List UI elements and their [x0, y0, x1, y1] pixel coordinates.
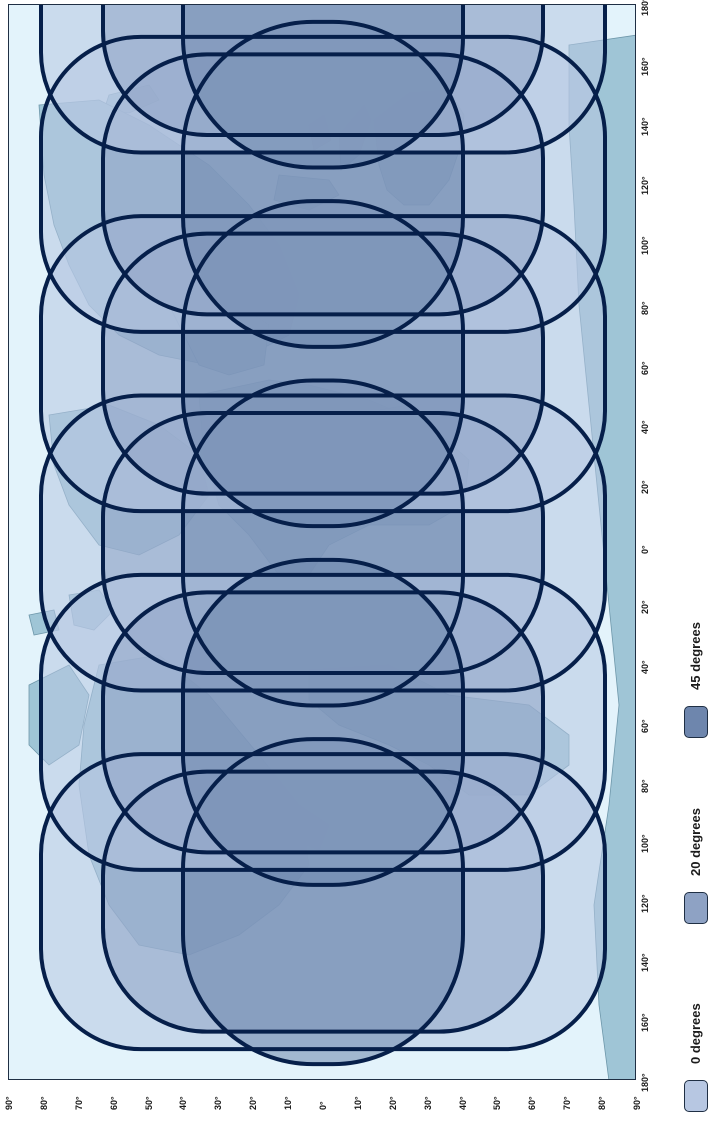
- latitude-tick-label: 70°: [562, 1096, 573, 1110]
- longitude-tick-label: 160°: [640, 57, 650, 76]
- zone-45-degrees-outline-sat-1: [181, 199, 465, 529]
- zone-45-degrees-outline-sat-5: [181, 557, 465, 887]
- longitude-tick-label: 80°: [640, 779, 650, 794]
- longitude-tick-label: 120°: [640, 894, 650, 913]
- longitude-tick-label: 80°: [640, 301, 650, 315]
- zone-0-degrees-outline-sat-5: [39, 572, 607, 872]
- latitude-tick-label: 10°: [283, 1096, 294, 1110]
- zone-20-degrees-outline-sat-0: [101, 411, 545, 675]
- zone-45-degrees-sat-3: [183, 5, 463, 168]
- zone-20-degrees-outline-sat-1: [101, 231, 545, 496]
- longitude-tick-label: 40°: [640, 659, 650, 674]
- longitude-tick-label: 140°: [640, 953, 650, 973]
- longitude-tick-label: 100°: [640, 236, 650, 256]
- zone-20-degrees-outline-sat-2: [101, 52, 545, 317]
- zone-20-degrees-outline-sat-5: [101, 590, 545, 855]
- longitude-tick-label: 180°: [640, 0, 650, 16]
- longitude-tick-label: 180°: [640, 1073, 650, 1092]
- latitude-tick-label: 60°: [108, 1096, 119, 1110]
- longitude-tick-label: 0°: [640, 545, 650, 554]
- legend-label: 20 degrees: [688, 808, 703, 876]
- zone-45-degrees-outline-sat-0: [181, 378, 465, 708]
- latitude-tick-label: 30°: [213, 1096, 224, 1110]
- longitude-tick-label: 120°: [640, 176, 650, 196]
- longitude-tick-label: 40°: [640, 420, 650, 435]
- legend-swatch: [684, 892, 708, 924]
- coverage-outlines-layer: [39, 5, 607, 1067]
- latitude-tick-label: 50°: [143, 1096, 154, 1110]
- longitude-tick-label: 140°: [640, 116, 650, 136]
- zone-20-degrees-outline-sat-4: [101, 769, 545, 1034]
- latitude-tick-label: 40°: [178, 1096, 189, 1110]
- longitude-tick-label: 60°: [640, 719, 650, 734]
- longitude-tick-label: 100°: [640, 834, 650, 853]
- zone-0-degrees-outline-sat-2: [39, 34, 607, 334]
- zone-45-degrees-outline-sat-3: [181, 5, 465, 170]
- latitude-tick-label: 60°: [527, 1096, 538, 1110]
- latitude-tick-label: 50°: [492, 1096, 503, 1110]
- zone-45-degrees-sat-5: [183, 559, 463, 885]
- latitude-tick-label: 20°: [387, 1096, 398, 1110]
- latitude-tick-label: 90°: [4, 1096, 14, 1110]
- zone-20-degrees-outline-sat-3: [101, 5, 545, 137]
- latitude-tick-label: 70°: [73, 1096, 84, 1110]
- latitude-tick-label: 20°: [248, 1096, 259, 1110]
- latitude-tick-label: 80°: [597, 1096, 608, 1110]
- zone-45-degrees-outline-sat-4: [181, 737, 465, 1067]
- zone-0-degrees-outline-sat-3: [39, 5, 607, 155]
- zone-0-degrees-outline-sat-4: [39, 752, 607, 1052]
- zone-0-degrees-outline-sat-0: [39, 393, 607, 693]
- latitude-tick-label: 0°: [318, 1101, 328, 1110]
- map-canvas: [28, 5, 635, 1079]
- longitude-tick-label: 60°: [640, 361, 650, 375]
- latitude-tick-label: 10°: [352, 1096, 363, 1110]
- coverage-zones-layer: [41, 5, 605, 1065]
- coverage-map: [8, 4, 636, 1080]
- longitude-tick-label: 20°: [640, 600, 650, 614]
- legend-label: 0 degrees: [688, 1003, 703, 1064]
- legend-label: 45 degrees: [688, 622, 703, 690]
- legend-swatch: [684, 1080, 708, 1112]
- latitude-tick-label: 80°: [38, 1096, 49, 1110]
- zone-45-degrees-outline-sat-2: [181, 19, 465, 349]
- longitude-tick-label: 20°: [640, 480, 650, 495]
- longitude-tick-label: 160°: [640, 1013, 650, 1033]
- latitude-tick-label: 40°: [457, 1096, 468, 1110]
- legend-swatch: [684, 706, 708, 738]
- zone-0-degrees-outline-sat-1: [39, 214, 607, 514]
- latitude-tick-label: 90°: [632, 1096, 642, 1110]
- latitude-tick-label: 30°: [422, 1096, 433, 1110]
